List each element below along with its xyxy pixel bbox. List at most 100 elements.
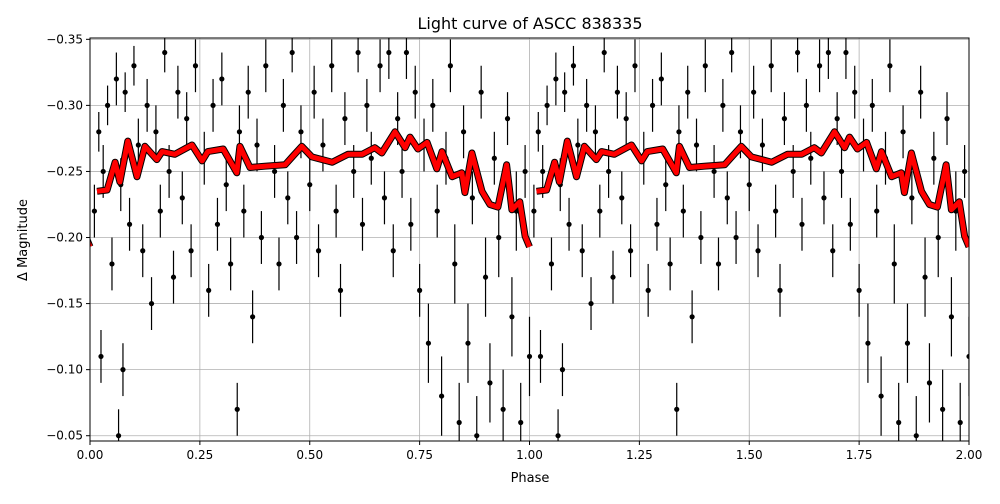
- data-point: [390, 248, 396, 254]
- data-point: [120, 367, 126, 373]
- data-point: [381, 195, 388, 201]
- data-point: [896, 419, 902, 426]
- data-point: [614, 89, 621, 95]
- x-tick-label: 1.50: [736, 448, 763, 462]
- data-point: [293, 234, 300, 241]
- data-point: [166, 168, 172, 175]
- data-point: [935, 234, 941, 241]
- data-point: [320, 142, 326, 148]
- data-point: [522, 168, 528, 175]
- data-point: [526, 353, 533, 360]
- data-point: [555, 433, 561, 439]
- chart-title: Light curve of ASCC 838335: [417, 14, 642, 33]
- data-point: [693, 142, 700, 148]
- data-point: [254, 142, 260, 148]
- x-tick-label: 1.75: [846, 448, 873, 462]
- data-point: [663, 182, 669, 188]
- data-point: [491, 155, 497, 161]
- y-tick-label: −0.25: [46, 164, 83, 178]
- data-point: [91, 208, 97, 214]
- data-point: [531, 208, 537, 214]
- data-point: [940, 406, 946, 412]
- data-point: [236, 129, 243, 135]
- y-tick-label: −0.30: [46, 98, 83, 112]
- data-point: [474, 433, 480, 439]
- data-point: [214, 221, 221, 227]
- data-point: [263, 63, 269, 69]
- binned-curve: [90, 128, 969, 249]
- data-point: [509, 314, 515, 320]
- data-point: [315, 248, 322, 254]
- data-point: [280, 102, 286, 108]
- data-point: [733, 234, 739, 241]
- data-point: [623, 116, 629, 122]
- data-point: [606, 168, 612, 175]
- data-point: [241, 208, 247, 214]
- data-point: [900, 129, 906, 135]
- data-point: [337, 287, 344, 293]
- data-point: [808, 155, 814, 161]
- data-point: [579, 248, 585, 254]
- data-point: [430, 102, 436, 108]
- data-point: [658, 76, 664, 82]
- data-point: [715, 261, 722, 267]
- data-point: [654, 221, 660, 227]
- data-point: [395, 116, 401, 122]
- data-point: [122, 89, 128, 95]
- data-point: [518, 419, 524, 426]
- data-point: [206, 287, 212, 293]
- y-tick-label: −0.20: [46, 231, 83, 245]
- x-tick-label: 2.00: [956, 448, 983, 462]
- data-point: [909, 195, 915, 201]
- data-point: [685, 89, 691, 95]
- data-point: [649, 102, 656, 108]
- data-point: [627, 248, 634, 254]
- data-point: [931, 155, 937, 161]
- data-point: [434, 208, 440, 214]
- data-point: [588, 300, 594, 307]
- data-point: [878, 393, 884, 399]
- data-point: [100, 168, 106, 175]
- data-point: [838, 168, 845, 175]
- data-point: [537, 353, 544, 360]
- x-tick-label: 0.00: [77, 448, 104, 462]
- data-point: [773, 208, 779, 214]
- x-tick-label: 0.25: [187, 448, 214, 462]
- data-point: [570, 63, 577, 69]
- data-point: [720, 102, 726, 108]
- data-point: [865, 340, 871, 346]
- data-point: [553, 76, 559, 82]
- y-tick-label: −0.10: [46, 363, 83, 377]
- data-point: [751, 89, 757, 95]
- data-point: [109, 261, 115, 267]
- data-point: [285, 195, 291, 201]
- data-point: [777, 287, 783, 293]
- data-point: [162, 49, 168, 56]
- data-point: [737, 129, 744, 135]
- data-point: [487, 380, 493, 386]
- data-point: [948, 314, 955, 320]
- observation-points: [91, 38, 969, 441]
- data-point: [219, 76, 225, 82]
- data-point: [962, 168, 968, 175]
- data-point: [821, 195, 827, 201]
- data-point: [351, 168, 357, 175]
- data-point: [674, 406, 680, 412]
- data-point: [790, 168, 796, 175]
- data-point: [500, 406, 506, 412]
- data-point: [843, 49, 849, 56]
- x-tick-label: 0.50: [296, 448, 323, 462]
- data-point: [729, 49, 735, 56]
- data-point: [210, 102, 216, 108]
- data-point: [755, 248, 761, 254]
- data-point: [417, 287, 423, 293]
- data-point: [250, 314, 256, 320]
- data-point: [399, 168, 405, 175]
- data-point: [157, 208, 163, 214]
- y-tick-label: −0.15: [46, 297, 83, 311]
- data-point: [816, 63, 823, 69]
- data-point: [544, 102, 550, 108]
- data-point: [874, 208, 880, 214]
- data-point: [465, 340, 471, 346]
